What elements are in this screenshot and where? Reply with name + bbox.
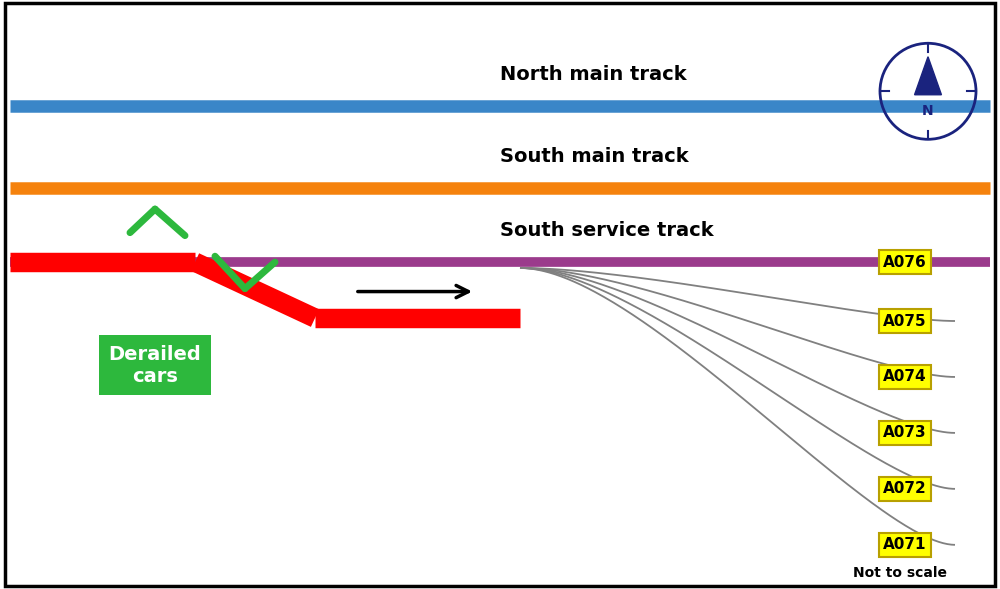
Text: Not to scale: Not to scale xyxy=(853,566,947,580)
Polygon shape xyxy=(915,57,941,95)
Text: N: N xyxy=(922,104,934,118)
Text: North main track: North main track xyxy=(500,65,687,84)
Text: A071: A071 xyxy=(883,537,927,552)
Text: A075: A075 xyxy=(883,313,927,329)
Text: South service track: South service track xyxy=(500,221,714,240)
Text: South main track: South main track xyxy=(500,147,689,166)
Text: A076: A076 xyxy=(883,254,927,270)
Text: A072: A072 xyxy=(883,481,927,497)
Text: Derailed
cars: Derailed cars xyxy=(109,345,201,386)
Text: A074: A074 xyxy=(883,369,927,385)
Text: A073: A073 xyxy=(883,425,927,441)
